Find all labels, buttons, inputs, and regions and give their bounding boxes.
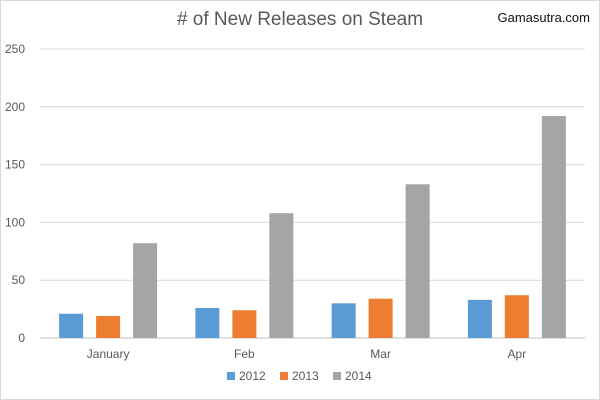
source-watermark: Gamasutra.com xyxy=(497,10,590,25)
bar-groups xyxy=(59,116,566,338)
legend: 2012 2013 2014 xyxy=(227,369,372,383)
legend-label-2013: 2013 xyxy=(292,369,319,383)
bar-2012-feb xyxy=(195,307,220,338)
y-tick-label: 0 xyxy=(18,331,25,345)
y-tick-label: 150 xyxy=(5,158,25,172)
legend-swatch-2012 xyxy=(227,372,235,380)
x-tick-label: Mar xyxy=(370,347,391,361)
bar-2014-apr xyxy=(541,116,566,338)
bar-2014-feb xyxy=(269,213,294,338)
bar-2014-january xyxy=(133,243,158,338)
x-axis-tick-labels: January Feb Mar Apr xyxy=(87,347,526,361)
legend-swatch-2014 xyxy=(333,372,341,380)
x-tick-label: Apr xyxy=(508,347,527,361)
y-tick-label: 250 xyxy=(5,42,25,56)
legend-swatch-2013 xyxy=(280,372,288,380)
y-tick-label: 100 xyxy=(5,215,25,229)
bar-2013-mar xyxy=(368,298,393,338)
chart-title: # of New Releases on Steam xyxy=(176,9,424,30)
legend-label-2012: 2012 xyxy=(239,369,266,383)
legend-label-2014: 2014 xyxy=(345,369,372,383)
bar-2014-mar xyxy=(405,184,430,338)
x-tick-label: Feb xyxy=(234,347,255,361)
y-tick-label: 50 xyxy=(12,273,26,287)
bar-2012-apr xyxy=(467,299,492,338)
y-tick-label: 200 xyxy=(5,100,25,114)
bar-2013-feb xyxy=(232,310,257,338)
bar-2012-mar xyxy=(331,303,356,338)
x-tick-label: January xyxy=(87,347,130,361)
y-axis-tick-labels: 0 50 100 150 200 250 xyxy=(5,42,25,345)
bar-2012-january xyxy=(59,313,84,338)
bar-2013-apr xyxy=(504,295,529,338)
gridlines xyxy=(40,48,585,339)
bar-2013-january xyxy=(96,316,121,338)
